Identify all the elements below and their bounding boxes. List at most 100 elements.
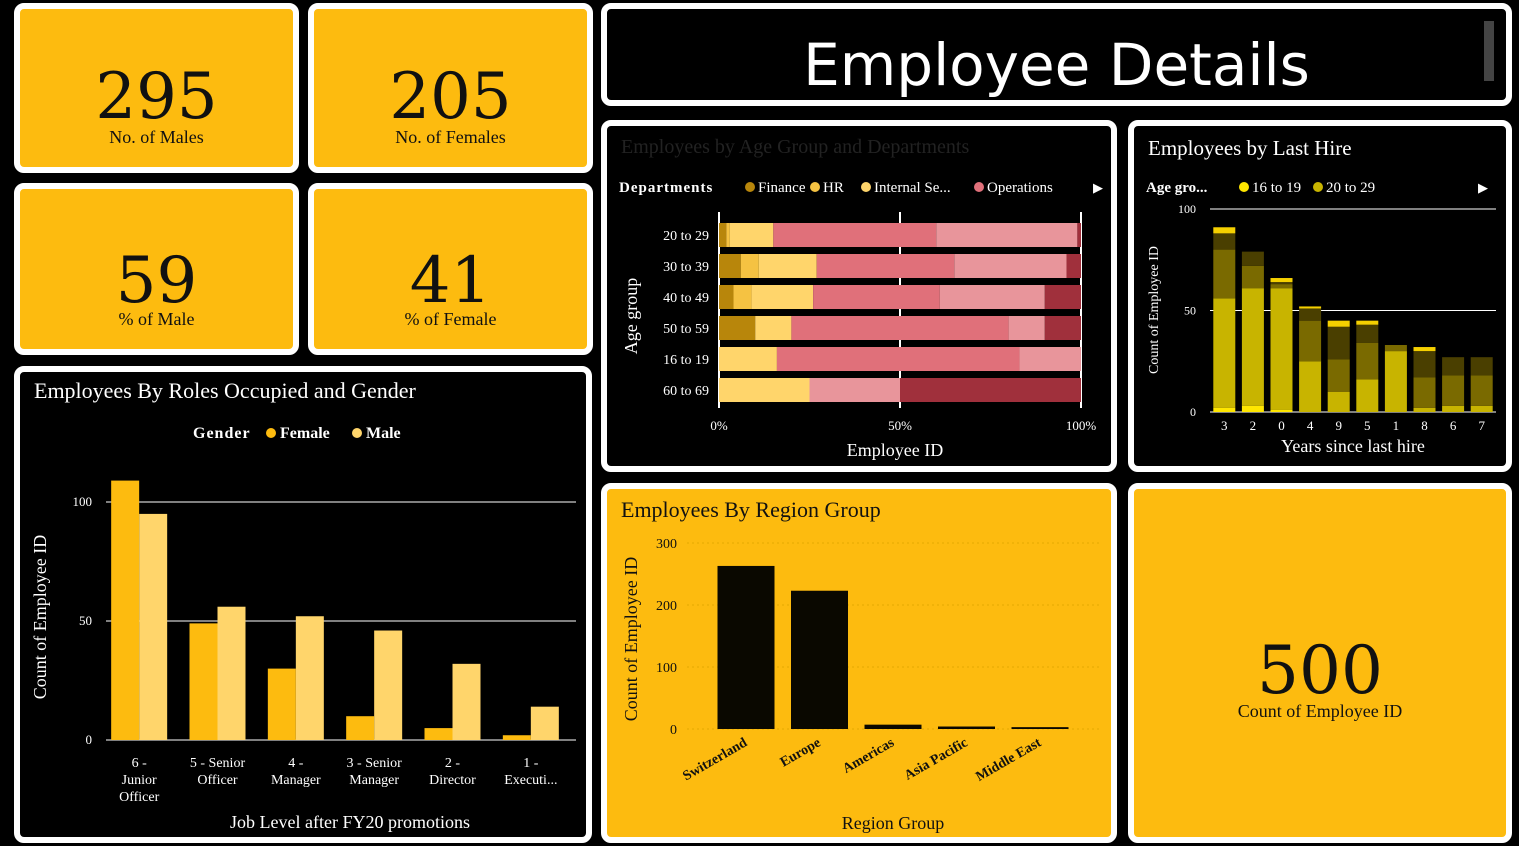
kpi-card-females[interactable]: 205 No. of Females [308, 3, 593, 173]
bar-segment [1270, 409, 1293, 412]
bar-segment [1008, 316, 1045, 340]
bar-segment [719, 347, 777, 371]
bar-segment [755, 316, 792, 340]
bar-segment [1299, 306, 1322, 309]
x-tick-label: 0% [710, 418, 728, 433]
bar-segment [900, 378, 1081, 402]
legend-title: Gender [193, 425, 251, 442]
bar-segment [733, 285, 752, 309]
y-axis-title: Age group [621, 278, 641, 354]
region-chart: 0 100 200 300 Switzerland Europe Americas Asia … [621, 537, 1101, 833]
kpi-label: % of Male [118, 309, 195, 329]
age-dept-chart: Departments Finance HR Internal Se... Operat… [619, 180, 1103, 460]
bar-segment [758, 254, 817, 278]
bar-segment [954, 254, 1067, 278]
x-tick-label: Junior [122, 773, 157, 788]
bar-segment [1356, 324, 1379, 343]
bar-male [295, 616, 324, 740]
legend-label: Operations [987, 180, 1053, 196]
bar-segment [1384, 345, 1407, 352]
legend-next-arrow: ▶ [1478, 180, 1488, 195]
y-tick-label: 20 to 29 [663, 229, 709, 244]
chart-card-region[interactable]: Employees By Region Group 0 100 200 300 Swit… [601, 483, 1117, 843]
title-card: Employee Details [601, 3, 1512, 106]
bar-segment [1213, 233, 1236, 250]
chart-title: Employees by Last Hire [1148, 136, 1352, 160]
scrollbar[interactable] [1484, 21, 1494, 81]
x-tick-label: 7 [1478, 418, 1485, 433]
kpi-card-total[interactable]: 500 Count of Employee ID [1128, 483, 1512, 843]
chart-card-age-dept[interactable]: Employees by Age Group and Departments D… [601, 120, 1117, 472]
x-tick-label: Manager [271, 773, 321, 788]
y-tick-label: 50 to 59 [663, 322, 709, 337]
legend-marker [745, 182, 755, 192]
kpi-card-males[interactable]: 295 No. of Males [14, 3, 299, 173]
y-tick-label: 50 [1184, 304, 1196, 318]
legend-label: Internal Se... [874, 180, 951, 196]
bar-segment [773, 223, 937, 247]
x-tick-label: Director [429, 773, 476, 788]
y-tick-label: 60 to 69 [663, 384, 709, 399]
legend-marker [810, 182, 820, 192]
x-tick-label: 2 - [445, 756, 461, 771]
bar-segment [740, 254, 759, 278]
x-tick-label: 0 [1278, 418, 1285, 433]
bar-segment [1384, 351, 1407, 412]
x-axis-title: Employee ID [847, 440, 943, 460]
kpi-card-pct-male[interactable]: 59 % of Male [14, 183, 299, 355]
bar-segment [1270, 288, 1293, 410]
x-tick-label: Americas [840, 735, 897, 777]
bar-segment [1327, 326, 1350, 360]
x-tick-label: Executi... [504, 773, 557, 788]
x-tick-label: Asia Pacific [902, 735, 970, 783]
chart-card-last-hire[interactable]: Employees by Last Hire Age gro... 16 to 1… [1128, 120, 1512, 472]
y-tick-label: 0 [86, 732, 93, 747]
kpi-label: No. of Females [395, 127, 506, 147]
kpi-card-pct-female[interactable]: 41 % of Female [308, 183, 593, 355]
bar-segment [816, 254, 955, 278]
legend-marker [1313, 182, 1323, 192]
x-axis-title: Region Group [842, 813, 945, 833]
x-tick-label: 2 [1250, 418, 1257, 433]
bar-segment [1413, 351, 1436, 378]
x-tick-label: Middle East [974, 735, 1045, 785]
bar-segment [1077, 223, 1081, 247]
legend-marker [974, 182, 984, 192]
bar-segment [1356, 342, 1379, 380]
bar-segment [813, 285, 940, 309]
y-tick-label: 200 [656, 599, 677, 614]
bar-segment [791, 316, 1009, 340]
bar-segment [1299, 308, 1322, 321]
kpi-label: % of Female [404, 309, 497, 329]
y-tick-label: 0 [1190, 405, 1196, 419]
y-axis-title: Count of Employee ID [621, 557, 641, 721]
bar-segment [1327, 359, 1350, 392]
bar-segment [1442, 375, 1465, 406]
x-tick-label: 5 [1364, 418, 1371, 433]
bar-segment [1019, 347, 1081, 371]
y-tick-label: 100 [73, 494, 93, 509]
bar-segment [1044, 285, 1081, 309]
x-tick-label: 1 - [523, 756, 539, 771]
x-tick-label: Europe [778, 735, 824, 770]
bar-segment [1413, 377, 1436, 408]
bar-male [217, 606, 246, 740]
kpi-label: Count of Employee ID [1237, 701, 1403, 721]
legend-label: HR [823, 180, 844, 196]
bar-segment [729, 223, 774, 247]
x-tick-label: 50% [888, 418, 912, 433]
bar-female [189, 623, 218, 740]
chart-title: Employees By Roles Occupied and Gender [34, 378, 416, 403]
x-tick-label: 4 [1307, 418, 1314, 433]
bar-segment [1470, 357, 1493, 376]
region-bar [864, 724, 922, 729]
bar-segment [719, 285, 734, 309]
region-bar [938, 726, 995, 729]
bar-segment [719, 254, 741, 278]
bar-segment [719, 378, 810, 402]
chart-card-roles-gender[interactable]: Employees By Roles Occupied and Gender G… [14, 366, 592, 843]
bar-segment [1241, 405, 1264, 412]
kpi-value: 205 [389, 60, 512, 134]
bar-segment [1356, 379, 1379, 412]
x-tick-label: 4 - [288, 756, 304, 771]
